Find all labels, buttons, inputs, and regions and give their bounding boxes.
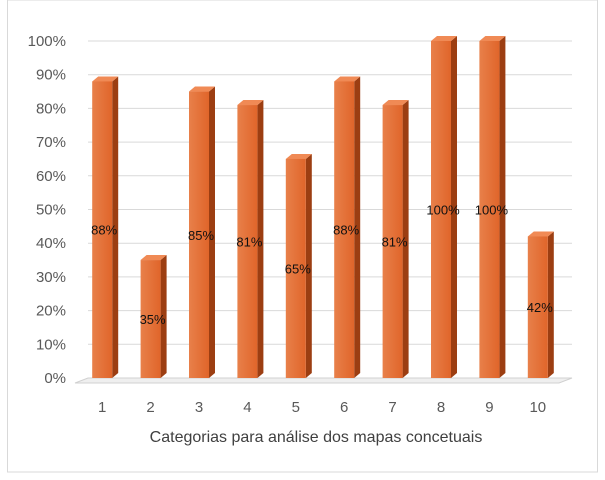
- bar-side: [354, 76, 361, 378]
- y-tick-label: 70%: [36, 134, 66, 151]
- data-label: 100%: [426, 203, 460, 218]
- bar-front: [527, 236, 548, 378]
- bar-front: [382, 105, 403, 378]
- x-tick-label: 2: [146, 399, 154, 416]
- bar-top: [527, 231, 554, 237]
- y-tick-label: 30%: [36, 269, 66, 286]
- bar-front: [189, 91, 209, 379]
- y-tick-label: 90%: [36, 67, 66, 84]
- y-tick-label: 20%: [36, 303, 66, 320]
- x-tick-label: 1: [98, 399, 106, 416]
- y-axis: 0% 10% 20% 30% 40% 50% 60% 70% 80% 90% 100%: [28, 33, 66, 387]
- bar: [527, 231, 554, 378]
- x-tick-label: 9: [485, 399, 493, 416]
- data-labels: 88% 35% 85% 81% 65% 88% 81% 100% 100% 42%: [91, 203, 553, 328]
- bar: [382, 100, 409, 378]
- bar-top: [431, 36, 457, 41]
- chart-border: [7, 0, 598, 473]
- y-tick-label: 80%: [36, 100, 66, 117]
- bar-front: [479, 41, 500, 378]
- bar: [92, 76, 119, 378]
- x-tick-label: 6: [340, 399, 348, 416]
- data-label: 88%: [91, 223, 117, 238]
- bar-top: [285, 153, 312, 159]
- bar-side: [112, 76, 119, 378]
- data-label: 35%: [140, 312, 166, 327]
- bar-side: [402, 100, 409, 378]
- bar-front: [334, 81, 355, 378]
- x-axis-title: Categorias para análise dos mapas concet…: [150, 429, 483, 446]
- bar-front: [285, 158, 306, 378]
- y-tick-label: 0%: [44, 370, 66, 387]
- floor-plane: [74, 377, 573, 384]
- bar: [479, 36, 506, 378]
- y-tick-label: 60%: [36, 168, 66, 185]
- bar-side: [305, 153, 312, 378]
- x-tick-label: 5: [292, 399, 300, 416]
- x-axis: 1 2 3 4 5 6 7 8 9 10: [98, 399, 546, 416]
- bar: [140, 255, 167, 378]
- y-tick-label: 50%: [36, 202, 66, 219]
- bar-top: [479, 36, 506, 41]
- bar-top: [140, 255, 167, 261]
- y-tick-label: 100%: [28, 33, 66, 50]
- bar: [431, 36, 457, 378]
- bar: [189, 86, 215, 379]
- x-tick-label: 10: [529, 399, 546, 416]
- bar-front: [431, 41, 451, 378]
- bar-side: [499, 36, 506, 378]
- bar-top: [334, 76, 361, 82]
- bar-front: [237, 105, 258, 378]
- bar-top: [189, 86, 215, 92]
- chart-floor: [74, 377, 573, 384]
- data-label: 88%: [333, 223, 359, 238]
- bar: [334, 76, 361, 378]
- bar-top: [237, 100, 264, 106]
- bar-front: [140, 260, 161, 378]
- bar-top: [382, 100, 409, 106]
- bar-side: [451, 36, 457, 378]
- x-tick-label: 8: [437, 399, 445, 416]
- data-label: 85%: [188, 228, 214, 243]
- bar-side: [160, 255, 167, 378]
- data-label: 42%: [527, 300, 553, 315]
- bar: [237, 100, 264, 378]
- data-label: 100%: [475, 203, 509, 218]
- bar-side: [547, 231, 554, 378]
- bar-side: [209, 86, 215, 379]
- y-tick-label: 10%: [36, 336, 66, 353]
- bar-side: [257, 100, 264, 378]
- bar-front: [92, 81, 113, 378]
- x-tick-label: 7: [388, 399, 396, 416]
- x-tick-label: 3: [195, 399, 203, 416]
- data-label: 81%: [236, 235, 262, 250]
- bars: [92, 36, 554, 379]
- data-label: 81%: [382, 235, 408, 250]
- x-tick-label: 4: [243, 399, 251, 416]
- y-tick-label: 40%: [36, 235, 66, 252]
- data-label: 65%: [285, 261, 311, 276]
- bar: [285, 153, 312, 378]
- bar-top: [92, 76, 119, 82]
